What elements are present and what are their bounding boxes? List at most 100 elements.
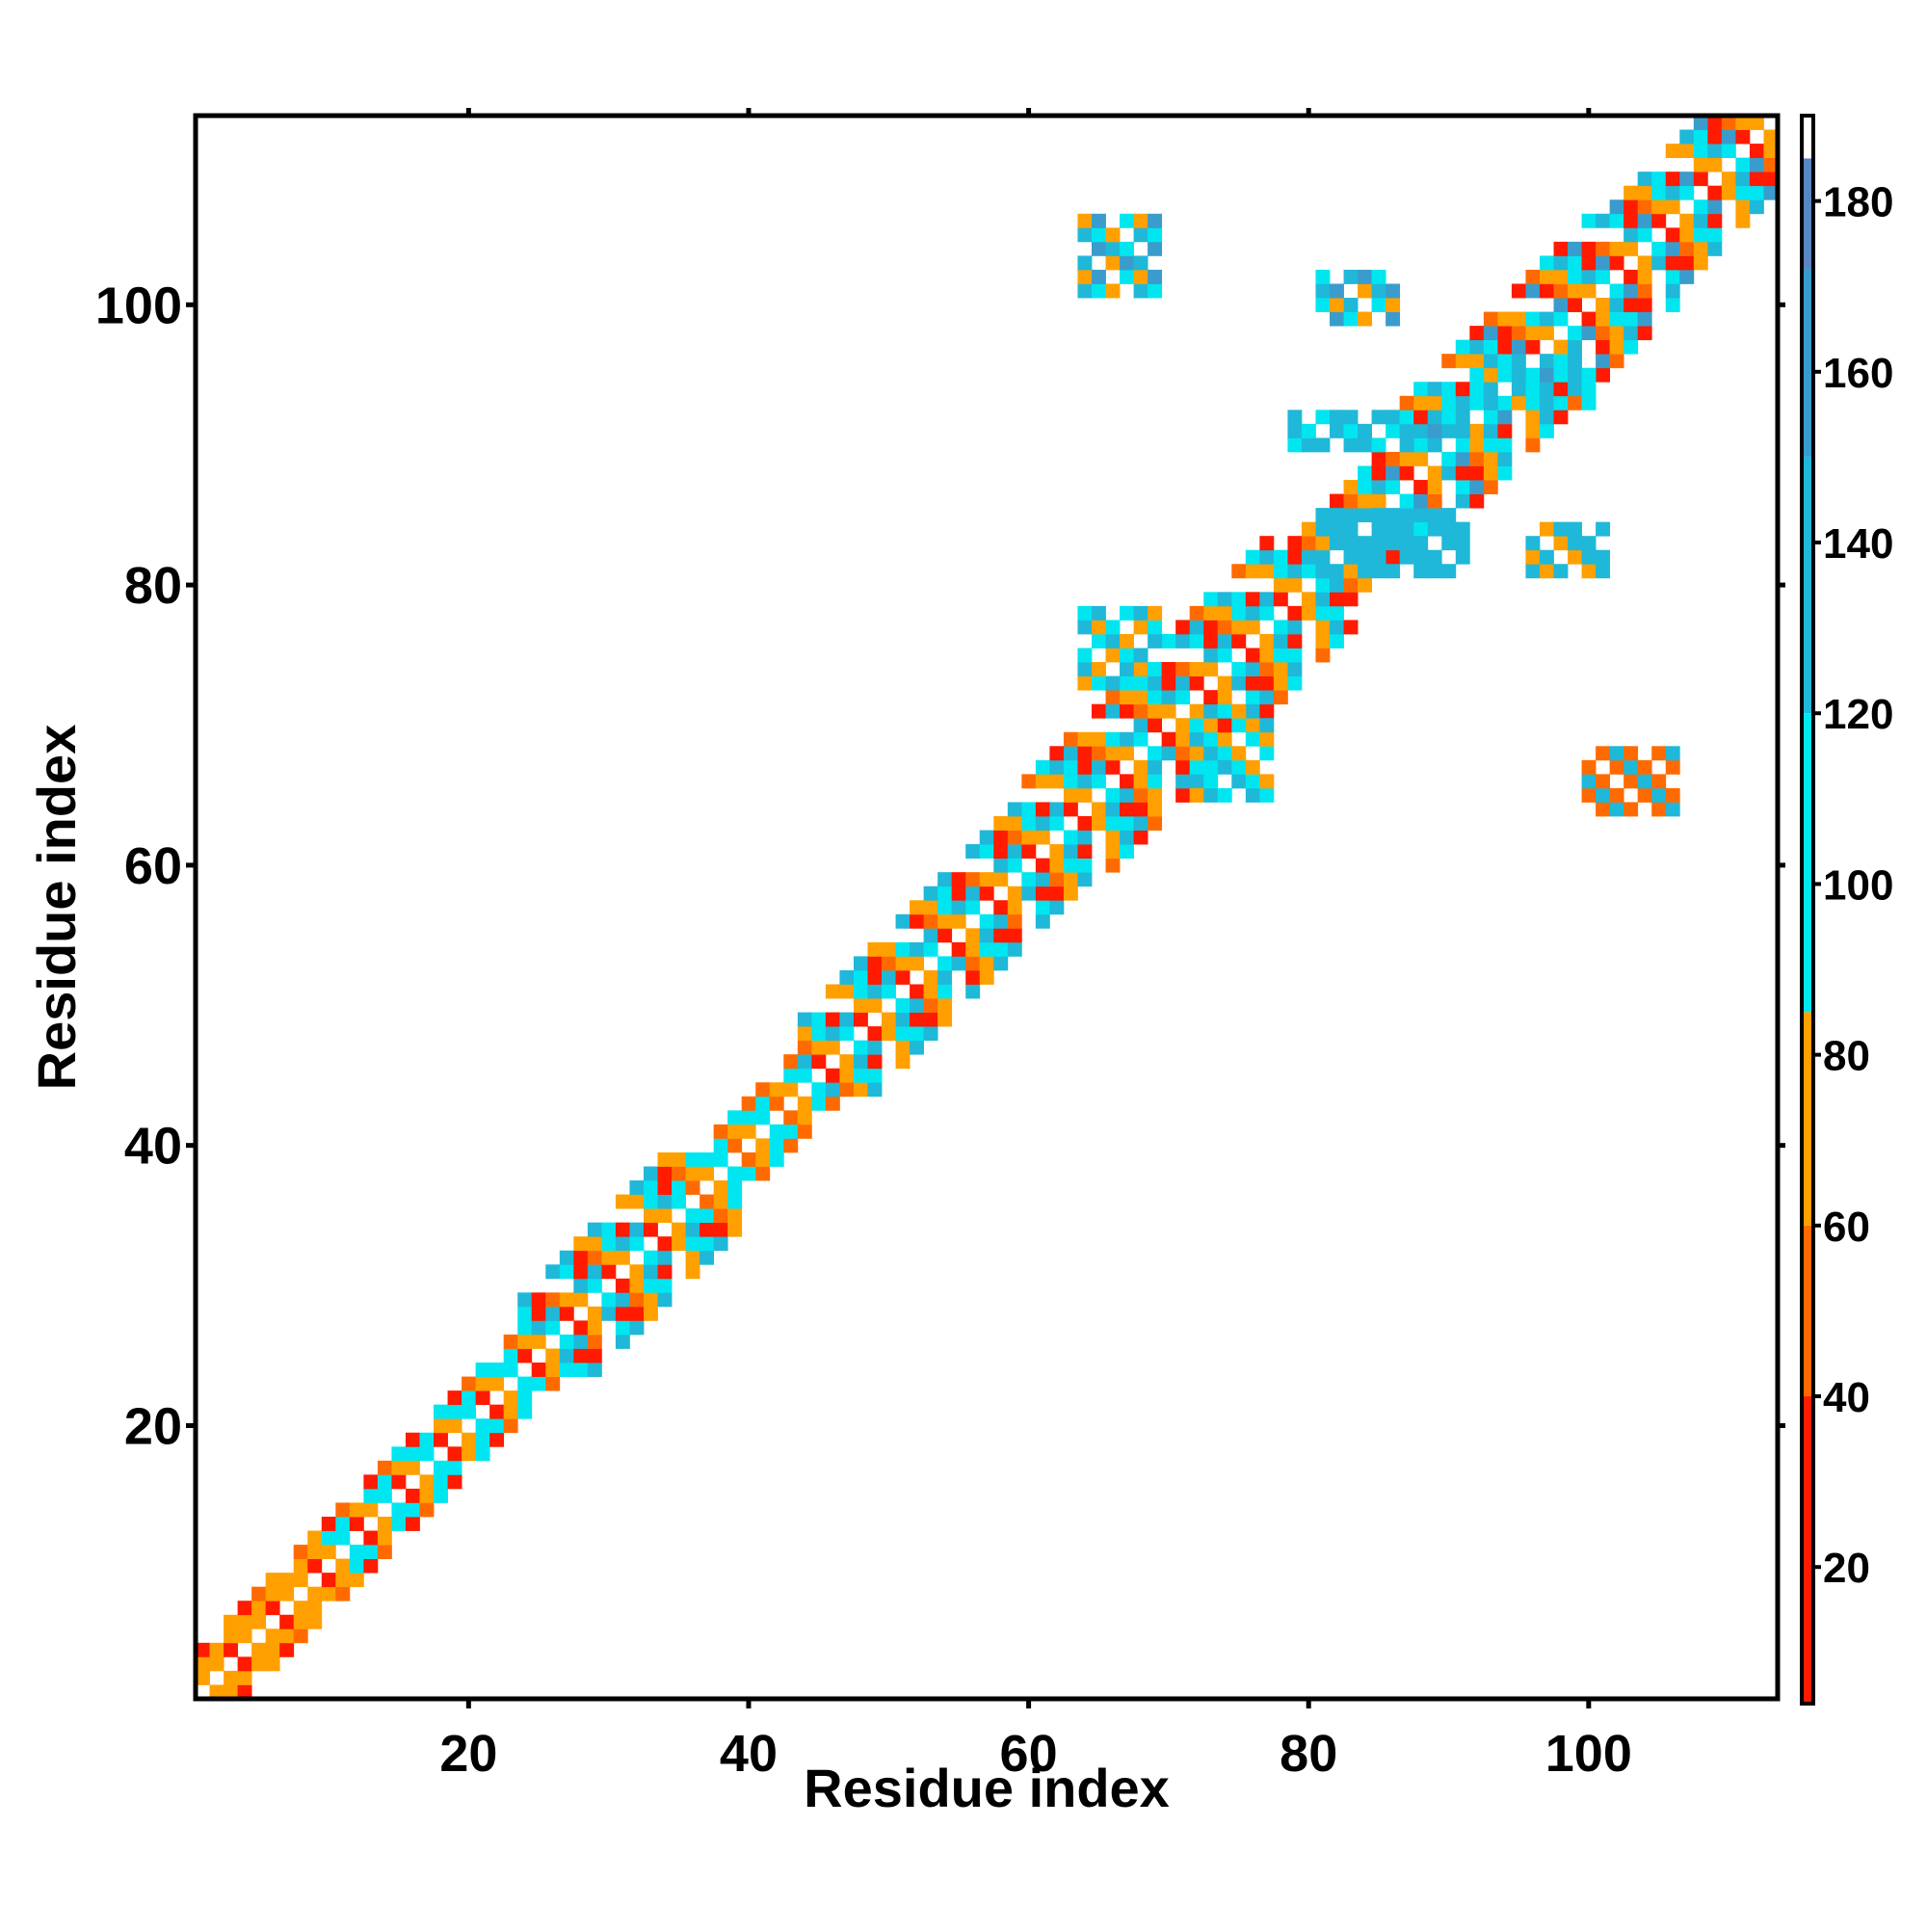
heatmap-cell [1358,508,1372,523]
heatmap-cell [1665,746,1680,761]
heatmap-cell [237,1601,252,1616]
heatmap-cell [1148,283,1163,299]
heatmap-cell [882,956,896,971]
heatmap-cell [1568,549,1582,565]
heatmap-cell [503,1418,518,1434]
heatmap-cell [937,900,953,915]
heatmap-cell [783,1054,799,1070]
heatmap-cell [1539,423,1554,438]
heatmap-cell [882,1026,896,1042]
heatmap-cell [965,969,981,985]
heatmap-cell [1231,564,1247,579]
heatmap-cell [1120,731,1134,747]
heatmap-cell [643,1264,658,1280]
heatmap-cell [1497,410,1513,425]
heatmap-cell [1330,423,1344,438]
heatmap-cell [1301,605,1316,621]
heatmap-cell [1035,900,1050,915]
heatmap-cell [1371,493,1386,509]
heatmap-cell [587,1334,602,1349]
heatmap-cell [1763,157,1779,172]
heatmap-cell [1343,311,1359,327]
heatmap-cell [1077,815,1093,831]
heatmap-cell [1007,928,1022,943]
heatmap-cell [209,1656,224,1672]
heatmap-cell [1596,298,1611,312]
heatmap-cell [1413,423,1429,438]
heatmap-cell [1399,493,1414,509]
heatmap-cell [615,1236,630,1252]
heatmap-cell [1203,787,1219,803]
heatmap-cell [434,1404,448,1419]
heatmap-cell [700,1194,715,1209]
colorbar-band [1802,713,1813,1013]
heatmap-cell [1413,508,1429,523]
heatmap-cell [1231,703,1247,719]
heatmap-cell [377,1516,392,1531]
colorbar-tick-label: 120 [1823,691,1893,738]
heatmap-cell [1749,172,1764,187]
heatmap-cell [1637,269,1652,284]
heatmap-cell [1441,382,1457,397]
heatmap-cell [391,1516,407,1531]
heatmap-cell [1441,521,1457,537]
heatmap-cell [1386,564,1401,579]
heatmap-cell [713,1222,728,1237]
heatmap-cell [1637,298,1652,312]
heatmap-cell [1259,549,1275,565]
heatmap-cell [1077,787,1093,803]
heatmap-cell [1120,690,1134,705]
heatmap-cell [1315,508,1331,523]
heatmap-cell [1623,283,1639,299]
heatmap-cell [447,1460,462,1475]
heatmap-cell [1413,410,1429,425]
heatmap-cell [1427,423,1442,438]
heatmap-cell [1330,521,1344,537]
heatmap-cell [867,956,883,971]
heatmap-cell [1231,592,1247,607]
heatmap-cell [531,1292,546,1308]
heatmap-cell [447,1446,462,1462]
heatmap-cell [265,1573,280,1588]
heatmap-cell [1609,213,1624,228]
heatmap-cell [1105,746,1121,761]
heatmap-cell [1358,577,1372,593]
heatmap-cell [335,1573,351,1588]
heatmap-cell [1358,283,1372,299]
heatmap-cell [1497,326,1513,341]
heatmap-cell [839,1012,855,1027]
heatmap-cell [1511,367,1526,383]
heatmap-cell [1077,872,1093,887]
heatmap-cell [1245,648,1260,663]
heatmap-cell [1609,311,1624,327]
heatmap-cell [1399,536,1414,551]
heatmap-cell [559,1334,574,1349]
heatmap-cell [573,1292,589,1308]
heatmap-cell [811,1040,827,1055]
heatmap-cell [601,1264,617,1280]
heatmap-cell [1581,395,1597,410]
heatmap-cell [1469,465,1485,481]
heatmap-cell [1609,759,1624,775]
heatmap-cell [531,1376,546,1391]
heatmap-cell [279,1628,295,1644]
heatmap-cell [1120,844,1134,860]
heatmap-cell [1161,633,1176,648]
heatmap-cell [965,872,981,887]
heatmap-cell [1581,774,1597,789]
heatmap-cell [1330,536,1344,551]
heatmap-cell [545,1363,561,1377]
heatmap-cell [1287,633,1303,648]
heatmap-cell [434,1418,448,1434]
heatmap-cell [1693,129,1708,145]
heatmap-cell [363,1488,379,1503]
heatmap-cell [1553,521,1569,537]
heatmap-cell [1413,521,1429,537]
heatmap-cell [1596,521,1611,537]
heatmap-cell [1077,227,1093,243]
heatmap-cell [1679,172,1695,187]
heatmap-cell [825,1082,840,1098]
heatmap-cell [1133,802,1148,817]
colorbar-tick-label: 100 [1823,861,1893,909]
heatmap-cell [1735,199,1751,215]
